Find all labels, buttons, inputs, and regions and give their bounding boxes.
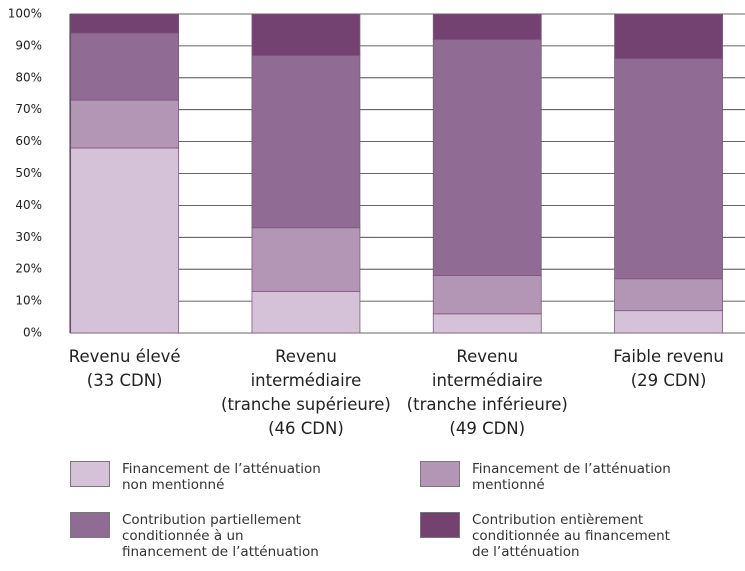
x-tick-label: Revenu intermédiaire (tranche inférieure) (… xyxy=(407,347,568,438)
bar-segment xyxy=(251,291,361,334)
legend-swatch xyxy=(420,512,460,538)
plot: 0% 10% 20% 30% 40% 50% 60% 70% 80% 90% 100% Revenu … xyxy=(8,7,745,438)
legend-label: Financement de l’atténuation mentionné xyxy=(472,461,671,493)
x-tick-line: Revenu élevé xyxy=(69,347,181,366)
y-tick-label: 70% xyxy=(15,102,42,116)
legend-item: Contribution partiellement conditionnée … xyxy=(70,512,327,560)
bar-segment xyxy=(251,13,361,56)
bar-segment xyxy=(251,55,361,229)
x-tick-label: Faible revenu (29 CDN) xyxy=(613,347,724,390)
legend-item: Financement de l’atténuation mentionné xyxy=(420,461,677,493)
y-tick-label: 90% xyxy=(15,38,42,52)
x-tick-line: (29 CDN) xyxy=(631,371,707,390)
x-tick-line: Revenu xyxy=(456,347,518,366)
bar-segment xyxy=(70,99,180,149)
legend-label: Financement de l’atténuation non mention… xyxy=(122,461,321,493)
y-tick-label: 10% xyxy=(15,294,42,308)
x-tick-line: (49 CDN) xyxy=(449,419,525,438)
bar-segment xyxy=(614,58,723,280)
bar-segment xyxy=(70,32,180,101)
bar-segment xyxy=(251,227,361,292)
legend-swatch xyxy=(420,461,460,487)
legend-item: Contribution entièrement conditionnée au… xyxy=(420,512,677,560)
y-tick-label: 20% xyxy=(15,262,42,276)
y-tick-label: 40% xyxy=(15,198,42,212)
x-tick-line: (33 CDN) xyxy=(87,371,163,390)
legend-item: Financement de l’atténuation non mention… xyxy=(70,461,327,493)
bar-segment xyxy=(432,313,542,334)
y-tick-label: 0% xyxy=(23,326,42,340)
legend-swatch xyxy=(70,512,110,538)
x-tick-line: (46 CDN) xyxy=(268,419,344,438)
x-tick-label: Revenu intermédiaire (tranche supérieure) (… xyxy=(221,347,391,438)
legend-label: Contribution partiellement conditionnée … xyxy=(122,512,319,560)
bar-segment xyxy=(70,13,180,34)
y-tick-label: 100% xyxy=(8,7,42,21)
bar-segment xyxy=(614,278,723,312)
y-tick-label: 80% xyxy=(15,70,42,84)
bar-segment xyxy=(432,13,542,40)
y-tick-label: 30% xyxy=(15,230,42,244)
x-tick-line: (tranche inférieure) xyxy=(407,395,568,414)
bar-segment xyxy=(70,147,180,334)
bar-segment xyxy=(432,275,542,315)
bar-segment xyxy=(614,310,723,334)
x-tick-label: Revenu élevé (33 CDN) xyxy=(69,347,181,390)
x-tick-line: (tranche supérieure) xyxy=(221,395,391,414)
legend-swatch xyxy=(70,461,110,487)
legend-label: Contribution entièrement conditionnée au… xyxy=(472,512,670,560)
x-tick-line: Faible revenu xyxy=(613,347,724,366)
y-tick-label: 50% xyxy=(15,166,42,180)
x-tick-line: Revenu xyxy=(275,347,337,366)
bar-segment xyxy=(432,39,542,276)
bar-segment xyxy=(614,13,723,60)
x-tick-line: intermédiaire xyxy=(251,371,362,390)
x-tick-line: intermédiaire xyxy=(432,371,543,390)
y-tick-label: 60% xyxy=(15,134,42,148)
